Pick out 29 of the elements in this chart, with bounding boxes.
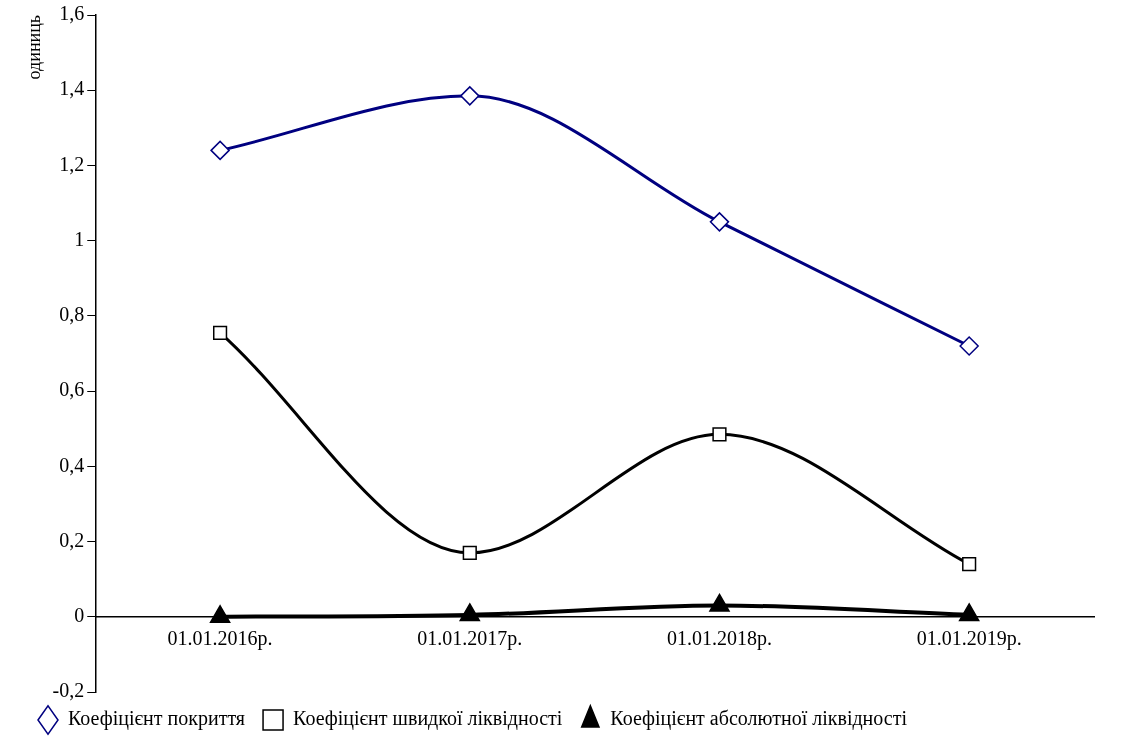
x-tick-label: 01.01.2017р. bbox=[417, 627, 523, 651]
y-tick-label: 0,8 bbox=[59, 303, 85, 326]
point bbox=[712, 427, 727, 442]
y-tick-label: 1,6 bbox=[59, 2, 85, 25]
y-tick-label: -0,2 bbox=[52, 679, 85, 702]
legend-label: Коефіцієнт абсолютної ліквідності bbox=[610, 707, 908, 731]
y-tick-label: 1,2 bbox=[59, 152, 85, 175]
point bbox=[459, 603, 481, 622]
point bbox=[212, 325, 228, 340]
y-tick-label: 1,4 bbox=[59, 77, 85, 100]
point bbox=[709, 212, 730, 232]
y-tick-label: 0,2 bbox=[59, 528, 85, 551]
y-axis-title: одиниць bbox=[23, 15, 44, 80]
y-tick-label: 0 bbox=[74, 604, 85, 627]
point bbox=[462, 545, 477, 560]
y-tick-label: 0,4 bbox=[59, 453, 85, 476]
y-tick-label: 1 bbox=[74, 227, 85, 250]
x-tick-label: 01.01.2019р. bbox=[916, 627, 1022, 651]
x-tick-label: 01.01.2016р. bbox=[167, 627, 273, 651]
legend-label: Коефіцієнт покриття bbox=[68, 707, 246, 731]
point bbox=[709, 593, 730, 612]
point bbox=[210, 140, 230, 161]
legend-label: Коефіцієнт швидкої ліквідності bbox=[293, 707, 563, 731]
y-tick-label: 0,6 bbox=[59, 378, 85, 401]
point bbox=[958, 603, 980, 622]
point bbox=[209, 605, 231, 624]
point bbox=[460, 86, 480, 106]
x-tick-label: 01.01.2018р. bbox=[666, 627, 772, 651]
point bbox=[959, 336, 979, 356]
